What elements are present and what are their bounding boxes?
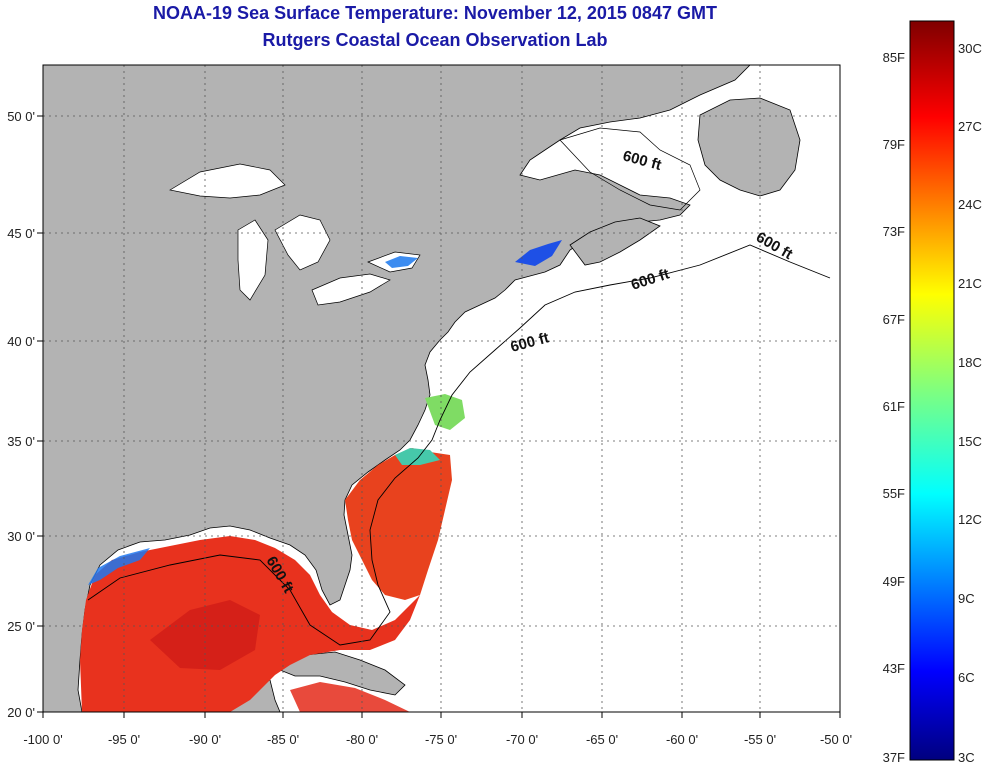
cb-c-label: 3C — [958, 750, 975, 765]
cb-f-label: 61F — [883, 399, 905, 414]
lon-label: -80 0' — [346, 732, 378, 747]
axis-ticks — [37, 115, 841, 718]
sst-lake-ontario — [385, 256, 418, 268]
cuba-land — [273, 651, 406, 696]
isobath-600ft-line — [87, 244, 831, 646]
great-lakes — [169, 163, 421, 306]
sst-caribbean — [290, 682, 410, 712]
lon-label: -55 0' — [744, 732, 776, 747]
lat-label: 20 0' — [7, 705, 35, 720]
cb-c-label: 6C — [958, 670, 975, 685]
lat-label: 40 0' — [7, 334, 35, 349]
cb-f-label: 73F — [883, 224, 905, 239]
lon-label: -90 0' — [189, 732, 221, 747]
cb-f-label: 37F — [883, 750, 905, 765]
land-mass — [43, 65, 751, 712]
cb-c-label: 27C — [958, 119, 982, 134]
map-panel: 600 ft 600 ft 600 ft 600 ft 600 ft — [43, 65, 840, 712]
lon-label: -75 0' — [425, 732, 457, 747]
newfoundland-land — [697, 97, 801, 197]
latitude-labels: 50 0' 45 0' 40 0' 35 0' 30 0' 25 0' 20 0… — [7, 109, 35, 720]
colorbar-celsius-labels: 30C 27C 24C 21C 18C 15C 12C 9C 6C 3C — [958, 41, 982, 765]
gulf-st-lawrence — [559, 127, 701, 211]
sst-chesapeake-patch — [425, 394, 465, 430]
cb-f-label: 43F — [883, 661, 905, 676]
cb-c-label: 30C — [958, 41, 982, 56]
cb-c-label: 12C — [958, 512, 982, 527]
cb-f-label: 85F — [883, 50, 905, 65]
lat-label: 45 0' — [7, 226, 35, 241]
map-subtitle: Rutgers Coastal Ocean Observation Lab — [262, 30, 608, 50]
lon-label: -100 0' — [23, 732, 62, 747]
cb-c-label: 18C — [958, 355, 982, 370]
cb-f-label: 49F — [883, 574, 905, 589]
longitude-labels: -100 0' -95 0' -90 0' -85 0' -80 0' -75 … — [23, 732, 852, 747]
sst-atlantic-cool-edge — [395, 448, 440, 465]
sst-gulf-cool-shelf — [88, 548, 150, 585]
lat-label: 25 0' — [7, 619, 35, 634]
graticule — [43, 65, 840, 712]
lon-label: -60 0' — [666, 732, 698, 747]
lon-label: -85 0' — [267, 732, 299, 747]
cb-c-label: 24C — [958, 197, 982, 212]
cb-c-label: 9C — [958, 591, 975, 606]
cb-f-label: 55F — [883, 486, 905, 501]
cb-c-label: 15C — [958, 434, 982, 449]
lon-label: -50 0' — [820, 732, 852, 747]
lon-label: -70 0' — [506, 732, 538, 747]
colorbar-fahrenheit-labels: 85F 79F 73F 67F 61F 55F 49F 43F 37F — [883, 50, 905, 765]
cb-c-label: 21C — [958, 276, 982, 291]
sst-gulf-of-maine — [515, 240, 562, 266]
colorbar — [909, 20, 955, 761]
lon-label: -95 0' — [108, 732, 140, 747]
lat-label: 50 0' — [7, 109, 35, 124]
sst-atlantic-swath — [345, 448, 452, 600]
lat-label: 35 0' — [7, 434, 35, 449]
cb-f-label: 79F — [883, 137, 905, 152]
cb-f-label: 67F — [883, 312, 905, 327]
map-title: NOAA-19 Sea Surface Temperature: Novembe… — [153, 3, 717, 23]
lat-label: 30 0' — [7, 529, 35, 544]
lon-label: -65 0' — [586, 732, 618, 747]
